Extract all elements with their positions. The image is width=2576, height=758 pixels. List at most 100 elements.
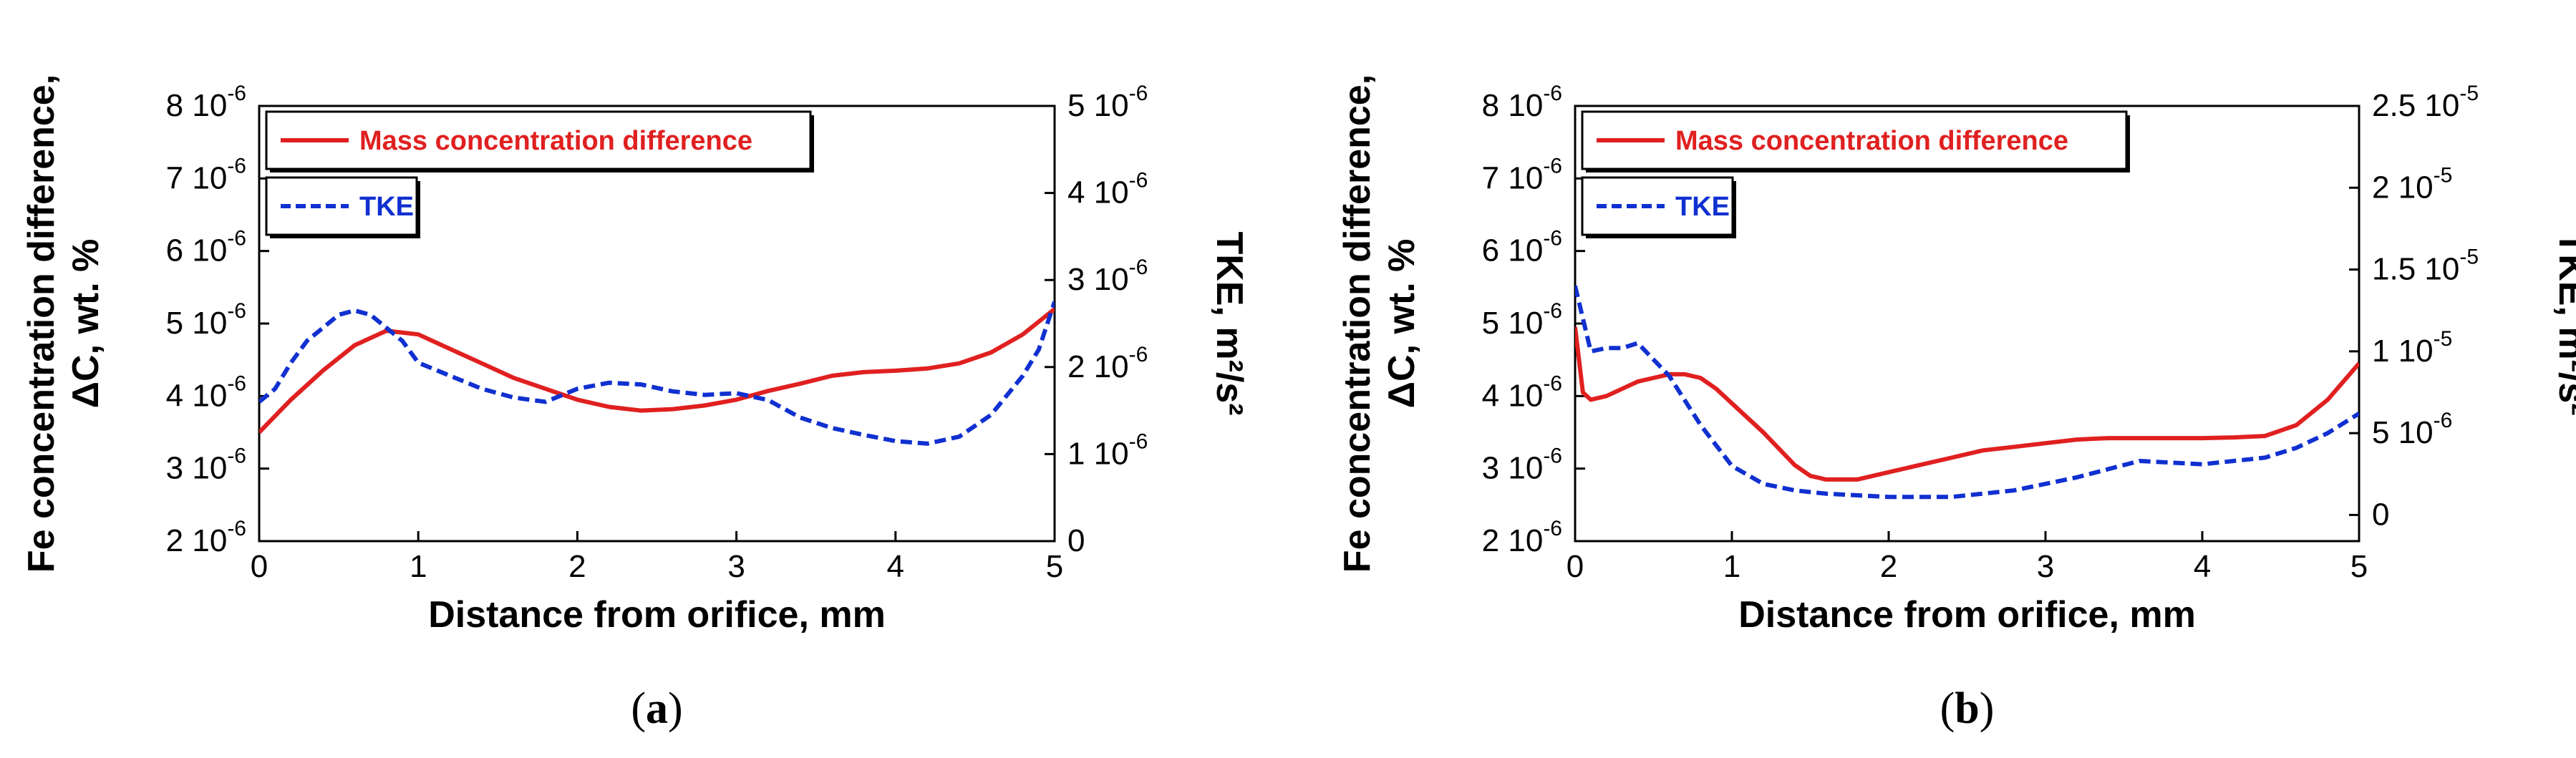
x-axis-label: Distance from orifice, mm bbox=[1738, 594, 2196, 636]
left-tick-exponent: -6 bbox=[227, 299, 246, 323]
right-tick-exponent: -6 bbox=[1129, 256, 1148, 279]
left-tick-exponent: -6 bbox=[1543, 517, 1562, 540]
left-tick-label: 6 10-6 bbox=[1482, 227, 1562, 268]
left-tick-base: 2 10 bbox=[1482, 523, 1544, 558]
left-tick-base: 4 10 bbox=[1482, 378, 1544, 413]
right-tick-base: 2 10 bbox=[2372, 170, 2434, 205]
x-tick-label: 5 bbox=[1046, 549, 1063, 584]
right-y-axis-label: TKE, m²/s² bbox=[1209, 231, 1250, 415]
left-tick-exponent: -6 bbox=[227, 82, 246, 105]
x-tick-label: 4 bbox=[2194, 549, 2211, 584]
right-tick-label: 5 10-6 bbox=[1067, 82, 1148, 123]
right-tick-exponent: -5 bbox=[2459, 246, 2479, 269]
left-tick-base: 3 10 bbox=[1482, 451, 1544, 486]
left-tick-base: 6 10 bbox=[166, 233, 228, 268]
right-tick-label: 2 10-6 bbox=[1067, 343, 1148, 384]
legend-box bbox=[1581, 110, 2128, 170]
mass-concentration-series-line bbox=[1575, 326, 2359, 482]
left-tick-label: 4 10-6 bbox=[1482, 371, 1562, 413]
panel-caption: (b) bbox=[1940, 684, 1995, 733]
x-tick-label: 1 bbox=[1723, 549, 1740, 584]
right-tick-label: 1 10-5 bbox=[2372, 327, 2452, 369]
left-tick-label: 2 10-6 bbox=[1482, 517, 1562, 558]
left-tick-exponent: -6 bbox=[227, 517, 246, 540]
left-tick-label: 7 10-6 bbox=[166, 154, 246, 195]
right-tick-base: 0 bbox=[2372, 497, 2389, 532]
right-tick-exponent: -5 bbox=[2434, 327, 2453, 351]
right-tick-label: 1.5 10-5 bbox=[2372, 246, 2479, 287]
right-tick-label: 4 10-6 bbox=[1067, 169, 1148, 210]
left-y-axis-label-line: Fe concentration difference, bbox=[1337, 74, 1378, 573]
left-tick-exponent: -6 bbox=[227, 227, 246, 251]
caption-letter: b bbox=[1955, 684, 1979, 733]
left-tick-base: 5 10 bbox=[1482, 306, 1544, 341]
left-tick-exponent: -6 bbox=[227, 154, 246, 178]
right-tick-base: 3 10 bbox=[1067, 262, 1129, 297]
left-y-axis-label-line: Fe concentration difference, bbox=[21, 74, 62, 573]
right-tick-base: 1 10 bbox=[1067, 436, 1129, 471]
right-tick-exponent: -6 bbox=[1129, 169, 1148, 193]
right-tick-base: 1.5 10 bbox=[2372, 252, 2459, 287]
left-y-axis-label: Fe concentration difference,ΔC, wt. % bbox=[21, 74, 107, 573]
right-tick-label: 5 10-6 bbox=[2372, 409, 2452, 450]
left-tick-exponent: -6 bbox=[1543, 299, 1562, 323]
left-tick-exponent: -6 bbox=[1543, 444, 1562, 468]
left-tick-base: 5 10 bbox=[166, 306, 228, 341]
caption-open: ( bbox=[1940, 684, 1955, 733]
mass-concentration-series-line bbox=[259, 307, 1055, 434]
caption-close: ) bbox=[668, 684, 683, 733]
right-tick-exponent: -6 bbox=[1129, 343, 1148, 366]
left-tick-base: 3 10 bbox=[166, 451, 228, 486]
tke-series-line bbox=[1575, 285, 2359, 500]
left-tick-base: 2 10 bbox=[166, 523, 228, 558]
right-tick-label: 2 10-5 bbox=[2372, 163, 2452, 205]
left-tick-exponent: -6 bbox=[1543, 371, 1562, 395]
x-tick-label: 1 bbox=[410, 549, 427, 584]
chart-panel-b: 0 1 2 3 4 52 10-63 10-64 10-65 10-66 10-67 10… bbox=[1337, 74, 2576, 733]
caption-open: ( bbox=[631, 684, 646, 733]
left-y-axis-label-line: ΔC, wt. % bbox=[1381, 239, 1423, 409]
left-tick-base: 4 10 bbox=[166, 378, 228, 413]
left-tick-exponent: -6 bbox=[1543, 227, 1562, 251]
panel-caption: (a) bbox=[631, 684, 682, 733]
x-tick-label: 2 bbox=[568, 549, 586, 584]
left-tick-base: 8 10 bbox=[1482, 88, 1544, 123]
right-tick-exponent: -5 bbox=[2434, 163, 2453, 187]
right-tick-exponent: -6 bbox=[1129, 82, 1148, 105]
x-tick-label: 3 bbox=[727, 549, 745, 584]
left-tick-exponent: -6 bbox=[227, 371, 246, 395]
x-tick-label: 3 bbox=[2037, 549, 2054, 584]
right-tick-base: 4 10 bbox=[1067, 175, 1129, 210]
left-y-axis-label-line: ΔC, wt. % bbox=[65, 239, 107, 409]
left-tick-base: 7 10 bbox=[166, 160, 228, 195]
legend-label: TKE bbox=[359, 192, 414, 222]
left-tick-label: 8 10-6 bbox=[166, 82, 246, 123]
left-y-axis-label: Fe concentration difference,ΔC, wt. % bbox=[1337, 74, 1423, 573]
right-tick-label: 0 bbox=[1067, 523, 1085, 558]
right-tick-base: 2 10 bbox=[1067, 349, 1129, 384]
x-tick-label: 5 bbox=[2350, 549, 2368, 584]
right-tick-exponent: -6 bbox=[1129, 429, 1148, 453]
right-tick-base: 2.5 10 bbox=[2372, 88, 2459, 123]
x-axis-label: Distance from orifice, mm bbox=[428, 594, 886, 636]
left-tick-exponent: -6 bbox=[1543, 154, 1562, 178]
right-y-axis-label: TKE, m²/s² bbox=[2551, 231, 2576, 415]
legend-label: Mass concentration difference bbox=[1675, 126, 2068, 156]
left-tick-label: 8 10-6 bbox=[1482, 82, 1562, 123]
x-tick-label: 0 bbox=[1567, 549, 1584, 584]
left-tick-label: 7 10-6 bbox=[1482, 154, 1562, 195]
left-tick-exponent: -6 bbox=[1543, 82, 1562, 105]
caption-letter: a bbox=[646, 684, 668, 733]
legend-label: Mass concentration difference bbox=[359, 126, 752, 156]
legend-label: TKE bbox=[1675, 192, 1730, 222]
left-tick-exponent: -6 bbox=[227, 444, 246, 468]
x-tick-label: 4 bbox=[887, 549, 904, 584]
legend-box bbox=[265, 110, 812, 170]
right-tick-exponent: -6 bbox=[2434, 409, 2453, 432]
chart-panel-a: 0 1 2 3 4 52 10-63 10-64 10-65 10-66 10-67 10… bbox=[21, 74, 1250, 733]
right-tick-base: 0 bbox=[1067, 523, 1085, 558]
left-tick-label: 3 10-6 bbox=[166, 444, 246, 486]
right-tick-base: 1 10 bbox=[2372, 334, 2434, 369]
right-tick-label: 2.5 10-5 bbox=[2372, 82, 2479, 123]
